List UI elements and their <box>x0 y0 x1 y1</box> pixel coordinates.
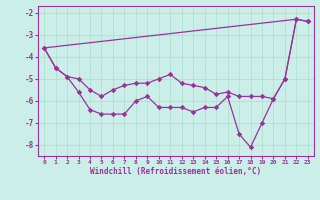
X-axis label: Windchill (Refroidissement éolien,°C): Windchill (Refroidissement éolien,°C) <box>91 167 261 176</box>
